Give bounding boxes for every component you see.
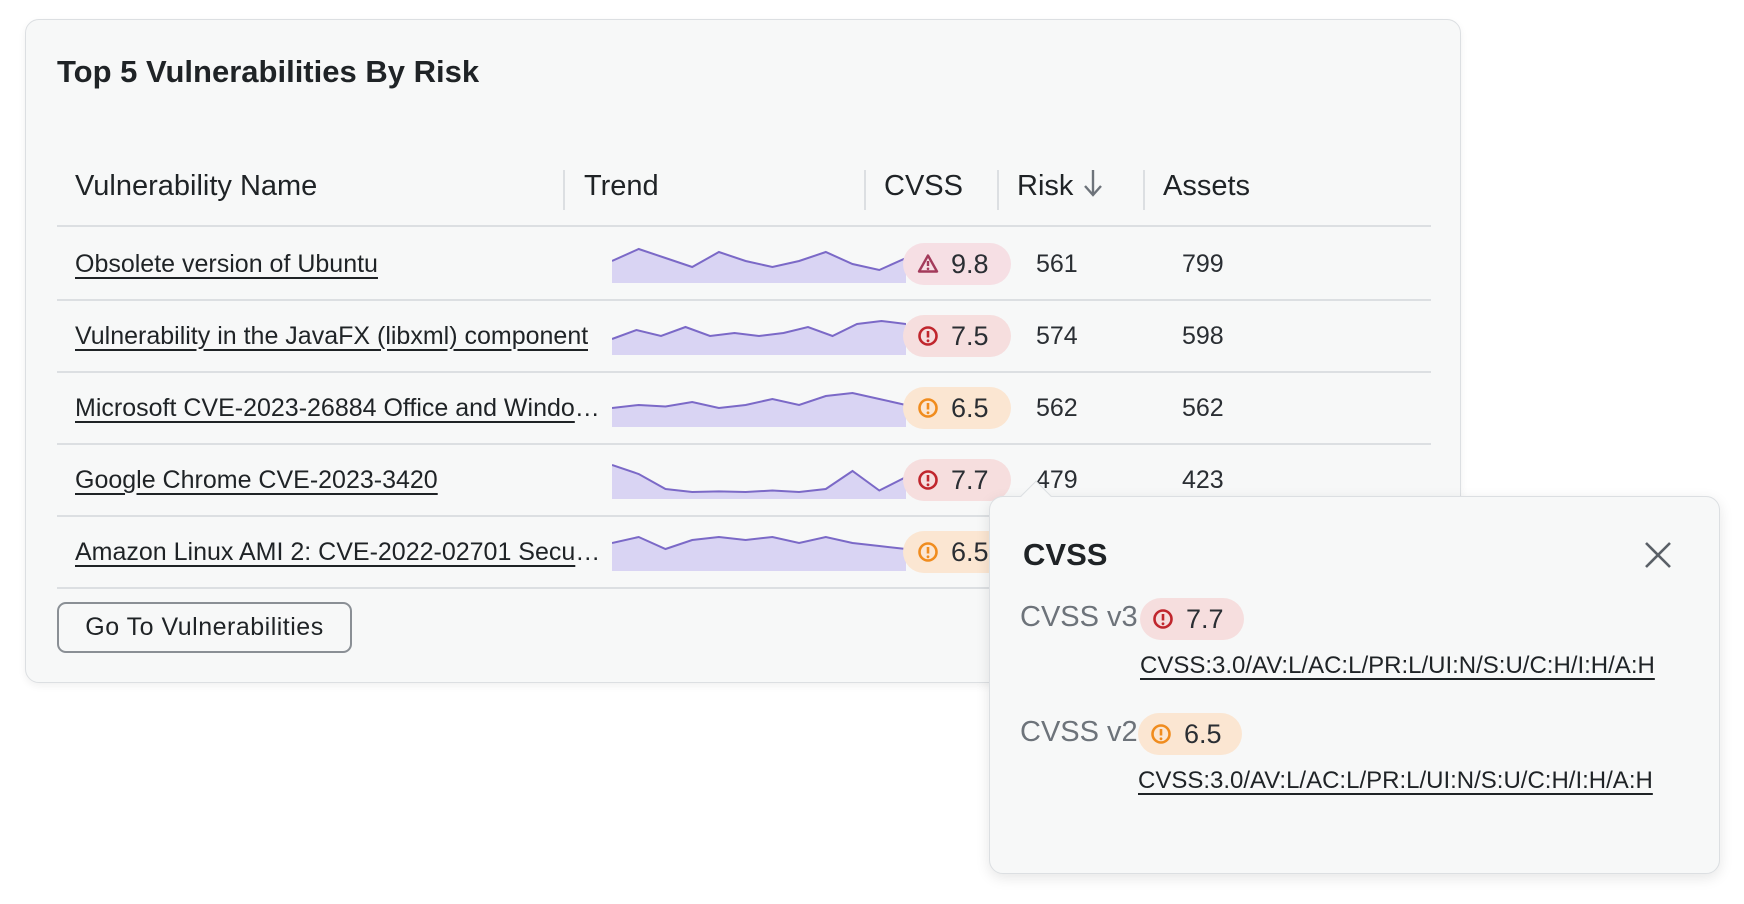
- vulnerability-name-cell: Google Chrome CVE-2023-3420: [75, 445, 438, 515]
- cvss-score: 6.5: [951, 536, 989, 567]
- vulnerability-name-cell: Vulnerability in the JavaFX (libxml) com…: [75, 301, 588, 371]
- column-header-name[interactable]: Vulnerability Name: [75, 170, 318, 202]
- vulnerability-name-link[interactable]: Google Chrome CVE-2023-3420: [75, 465, 438, 494]
- vulnerability-name-cell: Amazon Linux AMI 2: CVE-2022-02701 Secur…: [75, 517, 605, 587]
- table-header: Vulnerability Name Trend CVSS Risk Asset…: [57, 148, 1431, 227]
- cvss-cell[interactable]: 6.5: [903, 373, 1011, 443]
- column-divider: [1143, 170, 1145, 210]
- risk-value: 562: [1036, 393, 1078, 422]
- error-circle-icon: [917, 541, 939, 563]
- column-divider: [864, 170, 866, 210]
- cvss-v2-label: CVSS v2: [1020, 716, 1138, 748]
- cvss-score-badge[interactable]: 6.5: [903, 387, 1011, 429]
- vulnerability-name-cell: Obsolete version of Ubuntu: [75, 229, 378, 299]
- cvss-cell[interactable]: 9.8: [903, 229, 1011, 299]
- trend-sparkline: [611, 389, 907, 432]
- trend-sparkline: [611, 533, 907, 576]
- close-button[interactable]: [1640, 537, 1676, 573]
- close-icon: [1643, 540, 1673, 570]
- column-header-cvss[interactable]: CVSS: [884, 170, 963, 202]
- table-row[interactable]: Google Chrome CVE-2023-3420 7.7 479 423: [57, 445, 1431, 517]
- error-circle-icon: [917, 397, 939, 419]
- vulnerability-name-link[interactable]: Microsoft CVE-2023-26884 Office and Wind…: [75, 393, 605, 422]
- cvss-score: 7.5: [951, 320, 989, 351]
- table-row[interactable]: Vulnerability in the JavaFX (libxml) com…: [57, 301, 1431, 373]
- vulnerability-name-link[interactable]: Obsolete version of Ubuntu: [75, 249, 378, 278]
- popover-title: CVSS: [1023, 537, 1108, 572]
- cvss-v3-score-badge: 7.7: [1140, 598, 1244, 640]
- trend-sparkline: [611, 317, 907, 360]
- cvss-v2-score: 6.5: [1184, 718, 1222, 749]
- cvss-v3-score: 7.7: [1186, 603, 1224, 634]
- risk-value: 574: [1036, 321, 1078, 350]
- go-to-vulnerabilities-button[interactable]: Go To Vulnerabilities: [57, 602, 352, 653]
- column-divider: [997, 170, 999, 210]
- column-header-risk-label: Risk: [1017, 170, 1074, 202]
- warning-triangle-icon: [917, 253, 939, 275]
- cvss-score: 9.8: [951, 248, 989, 279]
- card-title: Top 5 Vulnerabilities By Risk: [57, 54, 480, 89]
- cvss-popover: CVSS CVSS v3 7.7 CVSS:3.0/AV:L/AC:L/PR:L…: [989, 480, 1720, 874]
- column-header-assets[interactable]: Assets: [1163, 170, 1251, 202]
- arrow-down-icon: [1083, 168, 1103, 206]
- assets-value: 799: [1182, 249, 1224, 278]
- cvss-score-badge[interactable]: 7.5: [903, 315, 1011, 357]
- cvss-score-badge[interactable]: 7.7: [903, 459, 1011, 501]
- vulnerabilities-card: Top 5 Vulnerabilities By Risk Vulnerabil…: [25, 19, 1461, 683]
- table-row[interactable]: Microsoft CVE-2023-26884 Office and Wind…: [57, 373, 1431, 445]
- cvss-score-badge[interactable]: 9.8: [903, 243, 1011, 285]
- cvss-score: 6.5: [951, 392, 989, 423]
- risk-value: 561: [1036, 249, 1078, 278]
- cvss-v3-label: CVSS v3: [1020, 601, 1138, 633]
- cvss-cell[interactable]: 7.7: [903, 445, 1011, 515]
- column-divider: [563, 170, 565, 210]
- vulnerability-name-cell: Microsoft CVE-2023-26884 Office and Wind…: [75, 373, 605, 443]
- cvss-v3-vector-link[interactable]: CVSS:3.0/AV:L/AC:L/PR:L/UI:N/S:U/C:H/I:H…: [1140, 652, 1655, 679]
- column-header-risk[interactable]: Risk: [1017, 148, 1103, 225]
- column-header-trend[interactable]: Trend: [584, 170, 659, 202]
- error-circle-icon: [917, 325, 939, 347]
- assets-value: 562: [1182, 393, 1224, 422]
- vulnerability-name-link[interactable]: Amazon Linux AMI 2: CVE-2022-02701 Secur…: [75, 537, 605, 566]
- error-circle-icon: [917, 469, 939, 491]
- cvss-v2-vector-link[interactable]: CVSS:3.0/AV:L/AC:L/PR:L/UI:N/S:U/C:H/I:H…: [1138, 767, 1653, 794]
- cvss-score: 7.7: [951, 464, 989, 495]
- cvss-v2-score-badge: 6.5: [1138, 713, 1242, 755]
- trend-sparkline: [611, 245, 907, 288]
- table-row[interactable]: Obsolete version of Ubuntu 9.8 561 799: [57, 229, 1431, 301]
- error-circle-icon: [1150, 723, 1172, 745]
- trend-sparkline: [611, 461, 907, 504]
- error-circle-icon: [1152, 608, 1174, 630]
- cvss-cell[interactable]: 7.5: [903, 301, 1011, 371]
- assets-value: 598: [1182, 321, 1224, 350]
- vulnerability-name-link[interactable]: Vulnerability in the JavaFX (libxml) com…: [75, 321, 589, 350]
- assets-value: 423: [1182, 465, 1224, 494]
